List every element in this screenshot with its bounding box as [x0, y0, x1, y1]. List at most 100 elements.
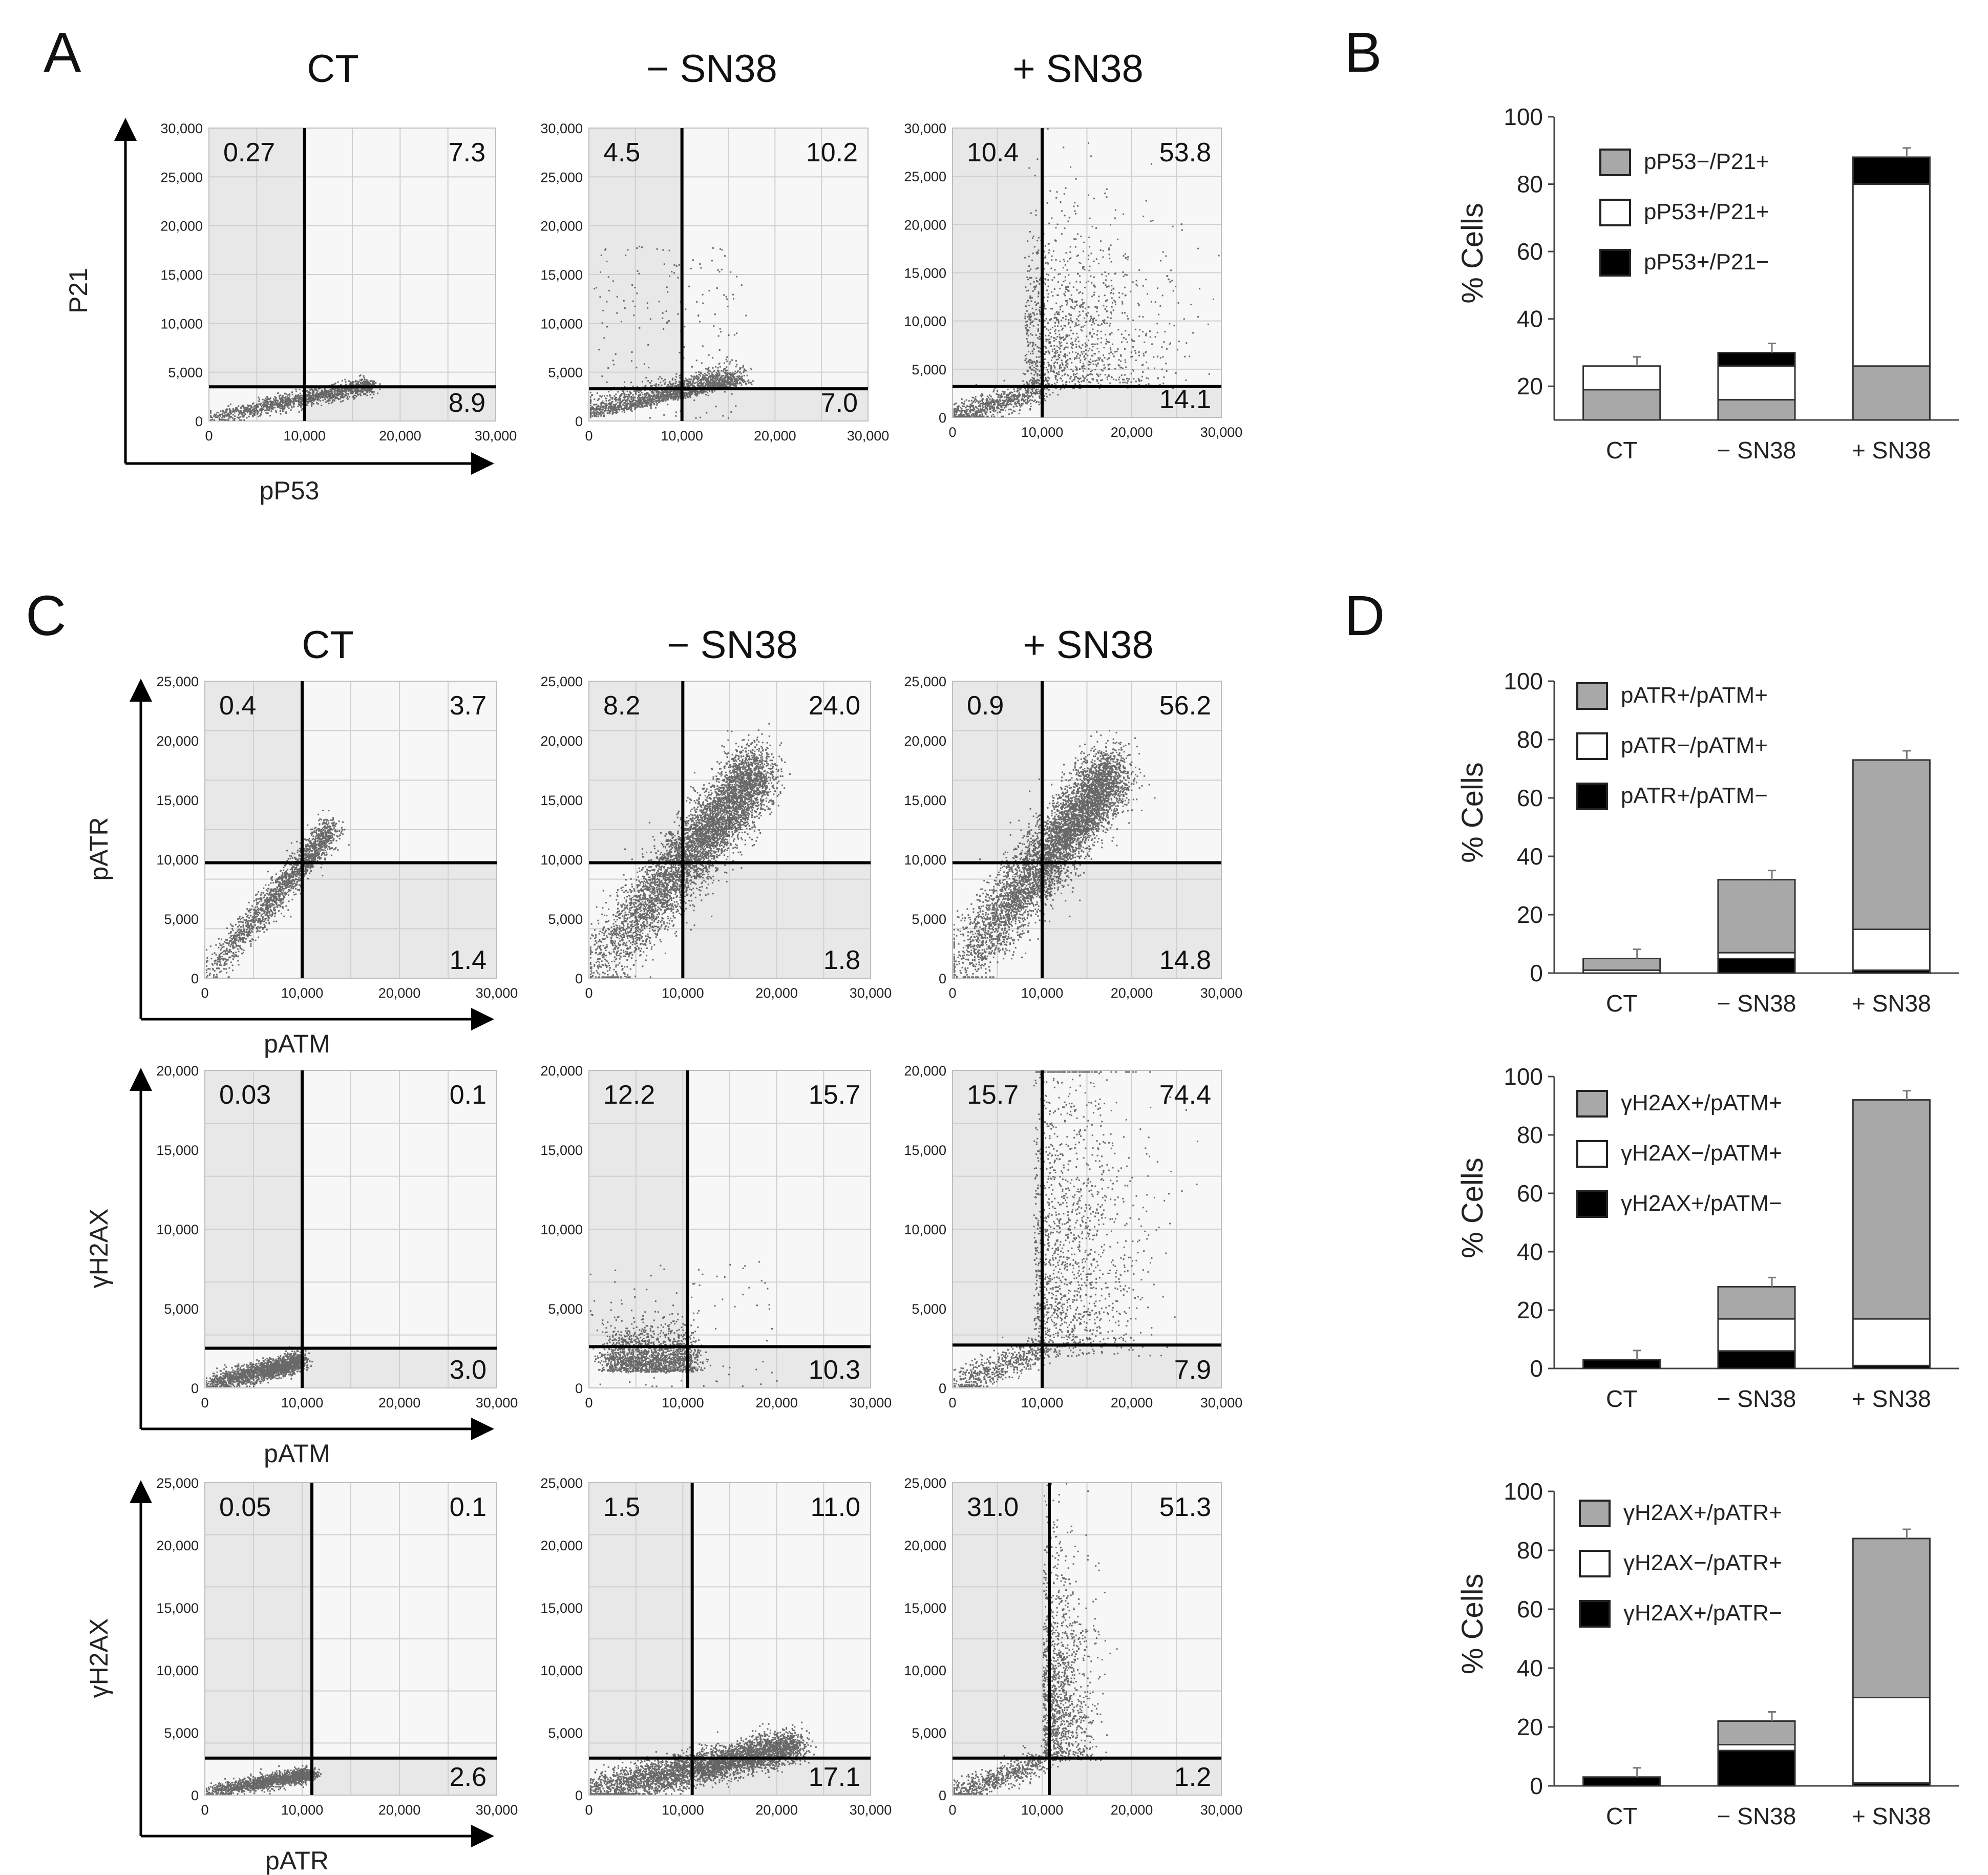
bar-y-tick-label: 60 — [1517, 785, 1543, 811]
legend-swatch — [1576, 1090, 1608, 1118]
legend-label: γH2AX+/pATM+ — [1621, 1090, 1782, 1115]
y-tick-label: 0 — [939, 410, 946, 426]
x-tick-label: 20,000 — [378, 1802, 421, 1818]
panel-letter-b: B — [1344, 21, 1382, 84]
y-tick-label: 20,000 — [156, 1538, 199, 1553]
y-tick-label: 10,000 — [540, 1663, 583, 1678]
legend-label: pP53+/P21+ — [1644, 199, 1769, 224]
x-axis-name: pATM — [264, 1439, 330, 1468]
quadrant-label-lower-right: 10.3 — [809, 1355, 860, 1385]
y-tick-label: 10,000 — [156, 852, 199, 868]
y-tick-label: 30,000 — [904, 121, 946, 136]
x-tick-label: 30,000 — [476, 985, 518, 1001]
quadrant-label-upper-right: 74.4 — [1159, 1080, 1211, 1110]
scatter-plot: 8.2 24.0 1.8 0 10,000 20,000 30,000 0 5,000 10,00… — [540, 674, 892, 1001]
x-tick-label: 30,000 — [850, 985, 892, 1001]
panel-b: 20 40 60 80 100 % Cells CT − SN38 + SN38 pP53−/P2… — [1456, 103, 1959, 464]
panel-a: CT − SN38 + SN38 0.27 7.3 8.9 0 10,000 20,000 30,… — [64, 47, 1242, 505]
quadrant-label-upper-left: 0.9 — [967, 691, 1004, 721]
quadrant-label-upper-left: 12.2 — [603, 1080, 655, 1110]
x-tick-label: 10,000 — [283, 428, 326, 444]
panel-letter-a: A — [44, 21, 81, 84]
legend-label: γH2AX+/pATM− — [1621, 1191, 1782, 1216]
y-tick-label: 10,000 — [156, 1663, 199, 1678]
plot-frame — [204, 1482, 497, 1796]
y-tick-label: 5,000 — [548, 1301, 583, 1317]
x-tick-label: 0 — [585, 1395, 593, 1410]
y-tick-label: 25,000 — [904, 169, 946, 184]
x-tick-label: 30,000 — [850, 1802, 892, 1818]
bar-category-label: CT — [1606, 1803, 1637, 1829]
quadrant-label-upper-right: 24.0 — [809, 691, 860, 721]
y-tick-label: 10,000 — [540, 1222, 583, 1237]
x-tick-label: 30,000 — [476, 1802, 518, 1818]
quadrant-label-upper-right: 3.7 — [450, 691, 487, 721]
legend-swatch — [1599, 249, 1631, 277]
quadrant-label-upper-left: 0.05 — [219, 1492, 271, 1522]
legend-label: pATR+/pATM+ — [1621, 683, 1768, 708]
x-tick-label: 30,000 — [1200, 1802, 1243, 1818]
y-tick-label: 25,000 — [904, 674, 946, 689]
x-tick-label: 10,000 — [1021, 985, 1064, 1001]
bar-y-tick-label: 40 — [1517, 1655, 1543, 1681]
quadrant-label-lower-right: 14.1 — [1159, 385, 1211, 414]
y-tick-label: 20,000 — [904, 733, 946, 749]
bar-y-axis-name: % Cells — [1456, 1573, 1489, 1674]
bar-segment — [1717, 399, 1796, 421]
bar-y-tick-label: 60 — [1517, 238, 1543, 265]
x-tick-label: 20,000 — [755, 1395, 798, 1410]
legend-swatch — [1576, 1190, 1608, 1218]
bar-segment — [1582, 1776, 1661, 1787]
quadrant-label-upper-left: 10.4 — [967, 138, 1019, 167]
bar-y-tick-label: 40 — [1517, 306, 1543, 332]
quadrant-upper-left — [589, 1483, 692, 1758]
bar-segment — [1717, 1286, 1796, 1320]
plot-frame — [588, 1482, 871, 1796]
plot-frame — [952, 1070, 1222, 1388]
quadrant-upper-left — [589, 1070, 688, 1347]
legend-swatch — [1579, 1500, 1611, 1527]
y-tick-label: 5,000 — [548, 912, 583, 927]
scatter-plot: 0.4 3.7 1.4 0 10,000 20,000 30,000 0 5,000 10,000… — [156, 674, 518, 1001]
panel-letter-d: D — [1344, 584, 1385, 647]
x-tick-label: 10,000 — [1021, 1802, 1064, 1818]
legend-label: γH2AX−/pATM+ — [1621, 1141, 1782, 1166]
x-axis-name: pP53 — [260, 476, 320, 505]
scatter-plot: 1.5 11.0 17.1 0 10,000 20,000 30,000 0 5,000 10,0… — [540, 1476, 892, 1818]
y-tick-label: 20,000 — [904, 1538, 946, 1553]
y-tick-label: 15,000 — [904, 266, 946, 281]
bar-segment — [1852, 1697, 1931, 1784]
quadrant-label-lower-right: 3.0 — [450, 1355, 487, 1385]
x-tick-label: 20,000 — [755, 1802, 798, 1818]
y-tick-label: 5,000 — [548, 1725, 583, 1741]
bar-chart: 0 20 40 60 80 100 % Cells CT − SN38 + SN38 γH2AX+/… — [1456, 1063, 1959, 1412]
quadrant-lower-right — [1049, 1758, 1221, 1795]
scatter-plot: 12.2 15.7 10.3 0 10,000 20,000 30,000 0 5,000 10,… — [540, 1063, 892, 1410]
bar-segment — [1852, 759, 1931, 931]
panel-letter-c: C — [26, 584, 66, 647]
plot-frame — [208, 128, 496, 422]
y-tick-label: 0 — [195, 414, 203, 429]
y-tick-label: 15,000 — [904, 793, 946, 808]
panel-d: 0 20 40 60 80 100 % Cells CT − SN38 + SN38 pATR+/p… — [1456, 668, 1959, 1829]
y-tick-label: 20,000 — [904, 217, 946, 233]
x-tick-label: 10,000 — [281, 1395, 324, 1410]
x-tick-label: 0 — [585, 985, 593, 1001]
x-tick-label: 30,000 — [476, 1395, 518, 1410]
y-tick-label: 0 — [575, 971, 583, 986]
y-axis-arrowhead — [130, 1480, 152, 1503]
bar-segment — [1717, 952, 1796, 959]
y-axis-name: γH2AX — [84, 1618, 113, 1698]
y-tick-label: 5,000 — [912, 1301, 946, 1317]
y-tick-label: 15,000 — [156, 1600, 199, 1616]
scatter-points — [953, 1483, 1118, 1795]
y-tick-label: 5,000 — [912, 912, 946, 927]
x-tick-label: 0 — [948, 1802, 956, 1818]
legend-label: γH2AX−/pATR+ — [1623, 1550, 1782, 1575]
y-axis-name: pATR — [84, 817, 113, 880]
x-axis-name: pATR — [265, 1846, 329, 1875]
y-tick-label: 10,000 — [904, 852, 946, 868]
y-axis-arrowhead — [130, 1068, 152, 1091]
y-tick-label: 25,000 — [540, 170, 583, 185]
quadrant-label-upper-right: 53.8 — [1159, 138, 1211, 167]
